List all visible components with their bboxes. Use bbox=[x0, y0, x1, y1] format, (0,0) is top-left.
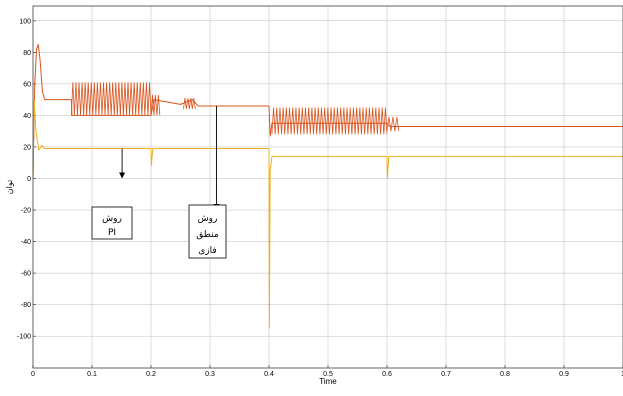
x-axis-label: Time bbox=[319, 377, 337, 386]
plot-frame bbox=[32, 5, 623, 369]
annotation-box bbox=[91, 206, 133, 240]
series-1-oscillation bbox=[386, 116, 400, 132]
x-tick-label: 0 bbox=[31, 371, 35, 378]
y-tick-label: -60 bbox=[21, 271, 31, 278]
y-tick-label: 100 bbox=[19, 18, 31, 25]
series-1-line bbox=[32, 43, 623, 179]
x-tick-label: 0.7 bbox=[441, 371, 451, 378]
x-tick-label: 0.8 bbox=[500, 371, 510, 378]
y-tick-label: 40 bbox=[23, 113, 31, 120]
x-tick-label: 0.1 bbox=[87, 371, 97, 378]
series-1-oscillation bbox=[271, 107, 388, 135]
series-2-line bbox=[32, 99, 623, 329]
annotation-box bbox=[188, 204, 227, 259]
x-tick-label: 0.2 bbox=[146, 371, 156, 378]
series-group bbox=[32, 43, 623, 329]
y-axis-label: توان bbox=[5, 180, 14, 194]
x-tick-label: 0.3 bbox=[205, 371, 215, 378]
annotation-text: فازی bbox=[198, 246, 216, 256]
tick-labels: 0 0.1 0.2 0.3 0.4 0.5 0.6 0.7 0.8 0.9 1 100 80 60 40 20… bbox=[17, 18, 623, 378]
y-tick-label: -80 bbox=[21, 302, 31, 309]
y-tick-label: -100 bbox=[17, 334, 31, 341]
y-tick-label: 80 bbox=[23, 50, 31, 57]
annotations: روش PI روش منطق فازی bbox=[91, 105, 227, 259]
series-1-oscillation bbox=[150, 94, 161, 116]
series-1-oscillation bbox=[70, 82, 152, 116]
annotation-text: روش bbox=[198, 214, 218, 224]
annotation-text: روش bbox=[102, 214, 122, 224]
series-1-oscillation bbox=[183, 98, 196, 110]
y-tick-label: 60 bbox=[23, 81, 31, 88]
x-tick-label: 1 bbox=[621, 371, 623, 378]
annotation-text: PI bbox=[108, 228, 116, 238]
x-tick-label: 0.4 bbox=[264, 371, 274, 378]
annotation-arrowhead bbox=[119, 172, 126, 179]
y-tick-label: -40 bbox=[21, 239, 31, 246]
x-tick-label: 0.9 bbox=[559, 371, 569, 378]
x-tick-label: 0.5 bbox=[323, 371, 333, 378]
y-tick-label: 0 bbox=[27, 176, 31, 183]
y-tick-label: -20 bbox=[21, 208, 31, 215]
y-tick-label: 20 bbox=[23, 144, 31, 151]
x-tick-label: 0.6 bbox=[382, 371, 392, 378]
annotation-text: منطق bbox=[196, 230, 219, 240]
